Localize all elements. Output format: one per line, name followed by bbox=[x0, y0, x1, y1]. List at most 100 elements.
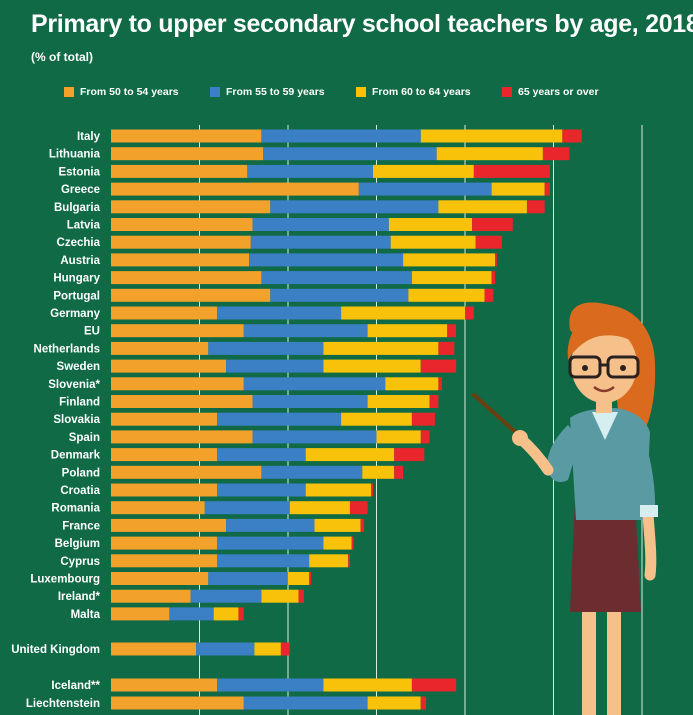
bar-segment bbox=[111, 501, 205, 515]
bar-segment bbox=[252, 218, 389, 231]
bar-segment bbox=[438, 377, 442, 391]
bar-segment bbox=[226, 359, 324, 373]
legend-swatch bbox=[64, 87, 74, 97]
bar-segment bbox=[217, 678, 324, 692]
bar-segment bbox=[270, 288, 409, 302]
legend-item: 65 years or over bbox=[502, 86, 599, 98]
bar-segment bbox=[394, 448, 425, 462]
bar-segment bbox=[341, 412, 412, 426]
bar-segment bbox=[213, 607, 239, 621]
category-label: Austria bbox=[60, 255, 100, 267]
chart-title: Primary to upper secondary school teache… bbox=[31, 10, 693, 38]
bar-segment bbox=[261, 589, 299, 603]
category-label: Iceland** bbox=[51, 680, 100, 692]
bar-segment bbox=[169, 607, 214, 621]
bar-segment bbox=[243, 377, 386, 391]
bar-segment bbox=[111, 518, 226, 532]
legend-label: From 50 to 54 years bbox=[80, 86, 179, 98]
legend-label: From 55 to 59 years bbox=[226, 86, 325, 98]
bar-segment bbox=[254, 642, 281, 656]
teacher-illustration bbox=[472, 302, 658, 715]
bar-segment bbox=[408, 288, 485, 302]
bar-segment bbox=[111, 536, 218, 550]
category-label: EU bbox=[84, 326, 100, 338]
category-label: Germany bbox=[50, 308, 100, 320]
bar-segment bbox=[217, 483, 306, 497]
bar-segment bbox=[111, 182, 359, 196]
bar-segment bbox=[367, 696, 421, 710]
collar bbox=[592, 412, 618, 440]
bar-segment bbox=[348, 554, 350, 568]
bar-segment bbox=[484, 288, 494, 302]
bar-segment bbox=[111, 377, 244, 391]
category-label: Italy bbox=[77, 131, 101, 143]
bar-segment bbox=[390, 235, 476, 249]
bar-segment bbox=[323, 359, 421, 373]
bar-segment bbox=[243, 696, 368, 710]
bar-segment bbox=[438, 341, 455, 355]
bar-segment bbox=[263, 147, 437, 161]
leg-left bbox=[582, 600, 596, 715]
bar-segment bbox=[217, 536, 324, 550]
bar-segment bbox=[323, 341, 439, 355]
bar-segment bbox=[111, 164, 248, 178]
bar-segment bbox=[204, 501, 290, 515]
bar-segment bbox=[217, 448, 306, 462]
bar-segment bbox=[351, 536, 354, 550]
bar-segment bbox=[190, 589, 262, 603]
legend-item: From 55 to 59 years bbox=[210, 86, 325, 98]
bar-segment bbox=[111, 696, 244, 710]
bar-segment bbox=[208, 572, 288, 585]
bar-segment bbox=[111, 341, 209, 355]
bar-segment bbox=[362, 465, 395, 479]
bar-segment bbox=[314, 518, 361, 532]
bar-segment bbox=[111, 218, 253, 231]
bar-segment bbox=[420, 129, 563, 143]
bar-segment bbox=[341, 306, 465, 320]
bar-segment bbox=[491, 271, 496, 285]
bar-segment bbox=[111, 324, 244, 338]
bar-segment bbox=[111, 253, 250, 267]
category-label: Luxembourg bbox=[30, 574, 100, 586]
bar-segment bbox=[309, 572, 311, 585]
bar-segment bbox=[111, 554, 218, 568]
legend-label: 65 years or over bbox=[518, 86, 599, 98]
bar-segment bbox=[111, 306, 218, 320]
bar-segment bbox=[111, 235, 251, 249]
bar-segment bbox=[371, 483, 373, 497]
bar-segment bbox=[111, 448, 218, 462]
bar-segment bbox=[111, 678, 218, 692]
category-label: Croatia bbox=[60, 485, 100, 497]
bar-segment bbox=[349, 501, 368, 515]
bar-segment bbox=[111, 589, 191, 603]
bar-segment bbox=[465, 306, 474, 320]
category-label: Portugal bbox=[53, 290, 100, 302]
bar-segment bbox=[261, 465, 363, 479]
category-label: Poland bbox=[62, 467, 100, 479]
bar-segment bbox=[111, 430, 253, 444]
category-label: Liechtenstein bbox=[26, 698, 100, 710]
bar-segment bbox=[420, 430, 430, 444]
category-label: Finland bbox=[59, 397, 100, 409]
bar-segment bbox=[111, 129, 262, 143]
bar-segment bbox=[111, 395, 253, 408]
bar-segment bbox=[111, 465, 262, 479]
bar-segment bbox=[298, 589, 304, 603]
pointer-stick bbox=[472, 393, 524, 440]
category-label: Cyprus bbox=[60, 556, 100, 568]
bar-segment bbox=[249, 253, 404, 267]
category-label: Czechia bbox=[57, 237, 101, 249]
bar-segment bbox=[544, 182, 550, 196]
bar-segment bbox=[394, 465, 403, 479]
bar-segment bbox=[261, 129, 421, 143]
bar-segment bbox=[111, 483, 218, 497]
bar-segment bbox=[438, 200, 527, 214]
bar-segment bbox=[208, 341, 324, 355]
bar-segment bbox=[111, 288, 271, 302]
legend-swatch bbox=[210, 87, 220, 97]
bar-segment bbox=[411, 412, 435, 426]
bar-segment bbox=[562, 129, 582, 143]
legend-item: From 60 to 64 years bbox=[356, 86, 471, 98]
bar-segment bbox=[360, 518, 365, 532]
bar-segment bbox=[305, 483, 372, 497]
